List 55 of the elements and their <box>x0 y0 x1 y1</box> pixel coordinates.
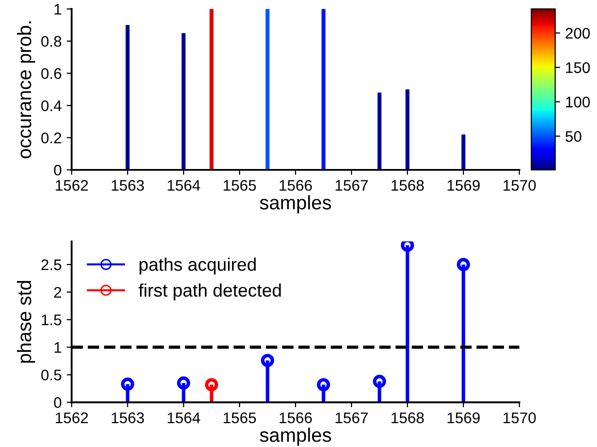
y-tick-label: 2.5 <box>41 259 62 270</box>
bar <box>378 92 382 170</box>
x-axis-title: samples <box>260 428 332 446</box>
y-tick-label: 0.4 <box>41 100 62 112</box>
y-tick-label: 1 <box>54 342 62 353</box>
x-tick-label: 1566 <box>280 412 312 424</box>
x-tick-label: 1562 <box>56 180 88 191</box>
point <box>121 378 134 391</box>
point <box>176 376 190 390</box>
x-tick-label: 1570 <box>504 412 536 424</box>
point <box>372 374 386 388</box>
y-tick-label: 0.5 <box>41 370 62 380</box>
y-tick-label: 0 <box>54 164 62 176</box>
x-tick-label: 1568 <box>392 180 424 191</box>
bar <box>182 33 186 170</box>
x-tick-label: 1565 <box>224 412 256 424</box>
x-tick-label: 1566 <box>280 180 312 191</box>
x-tick-label: 1567 <box>336 180 368 191</box>
bar <box>266 8 270 170</box>
x-tick-label: 1565 <box>224 180 256 191</box>
y-axis-title: occurance prob. <box>17 21 36 158</box>
y-tick-label: 2 <box>54 286 62 298</box>
x-tick-label: 1562 <box>56 412 88 424</box>
legend-label: first path detected <box>138 283 281 300</box>
y-tick-label: 1.5 <box>42 314 62 326</box>
x-axis-title: samples <box>260 195 332 214</box>
point <box>260 354 274 368</box>
bar <box>405 89 410 170</box>
x-tick-label: 1564 <box>168 412 200 424</box>
color-bar-label: 50 <box>566 131 582 142</box>
x-tick-label: 1564 <box>168 180 200 191</box>
x-tick-label: 1568 <box>392 412 424 424</box>
x-tick-label: 1569 <box>448 412 480 424</box>
y-tick-label: 0.8 <box>41 36 62 47</box>
bar <box>322 8 326 170</box>
color-bar-label: 100 <box>566 96 590 108</box>
x-tick-label: 1563 <box>112 412 144 424</box>
point <box>456 258 470 272</box>
bar <box>126 25 130 170</box>
bar <box>210 8 214 170</box>
y-tick-label: 0.2 <box>41 132 62 144</box>
y-tick-label: 1 <box>54 4 62 14</box>
x-tick-label: 1563 <box>112 180 144 191</box>
legend-label: paths acquired <box>140 258 256 274</box>
point <box>316 378 330 392</box>
point <box>204 378 218 392</box>
y-tick-label: 0 <box>54 397 62 408</box>
x-tick-label: 1569 <box>448 180 480 191</box>
x-tick-label: 1570 <box>504 180 536 191</box>
x-tick-label: 1567 <box>336 412 368 424</box>
color-bar-label: 200 <box>566 28 590 39</box>
y-tick-label: 0.6 <box>41 68 62 79</box>
y-axis-title: phase std <box>17 280 36 363</box>
color-bar-label: 150 <box>566 62 590 74</box>
bar <box>461 134 466 170</box>
